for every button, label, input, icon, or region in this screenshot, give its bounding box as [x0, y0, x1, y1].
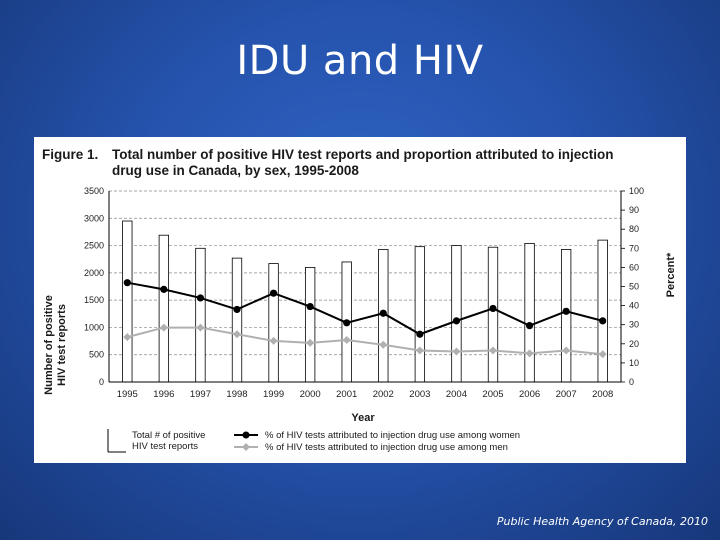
bar	[560, 248, 572, 383]
figure-title-line2: drug use in Canada, by sex, 1995-2008	[112, 163, 359, 178]
men-data-point	[306, 338, 315, 347]
x-axis-label: Year	[351, 412, 375, 424]
legend: Total # of positive HIV test reports % o…	[107, 429, 520, 453]
y-tick-label: 2500	[84, 241, 104, 251]
men-data-point	[415, 346, 424, 355]
men-data-point	[123, 333, 132, 342]
x-tick-label: 2001	[336, 389, 357, 400]
bar	[524, 242, 535, 383]
y-axis-label-line1: Number of positive	[43, 295, 55, 395]
legend-men-label: % of HIV tests attributed to injection d…	[265, 442, 508, 453]
y2-axis-label: Percent*	[665, 252, 677, 297]
source-credit: Public Health Agency of Canada, 2010	[496, 515, 708, 528]
women-data-point	[343, 319, 351, 327]
men-data-point	[269, 336, 278, 345]
bar	[597, 239, 608, 383]
bar	[158, 234, 170, 383]
grid	[109, 190, 621, 356]
y2-tick-label: 100	[629, 186, 644, 196]
figure-title-line1: Total number of positive HIV test report…	[112, 147, 614, 162]
women-series-line	[127, 281, 603, 336]
women-data-point	[452, 317, 461, 325]
y-tick-label: 1000	[84, 322, 104, 332]
bar	[451, 245, 462, 383]
men-data-point	[159, 323, 168, 332]
y-tick-label: 500	[89, 350, 104, 360]
y2-tick-label: 10	[629, 358, 639, 368]
bar	[122, 220, 133, 383]
y2-tick-label: 30	[629, 320, 639, 330]
legend-women-label: % of HIV tests attributed to injection d…	[265, 430, 520, 441]
y2-tick-label: 50	[629, 282, 639, 292]
bar	[304, 266, 316, 383]
tick-labels: 0 500 1000 1500 2000 2500 3000 3500 0 10 20 30 40 50 6…	[84, 186, 644, 400]
men-data-point	[233, 330, 241, 339]
women-data-point	[233, 305, 241, 314]
men-data-point	[196, 323, 205, 332]
legend-bars-label-line1: Total # of positive	[132, 430, 205, 441]
x-tick-label: 1995	[117, 389, 138, 400]
bar	[414, 246, 426, 383]
women-data-point	[160, 285, 168, 293]
men-data-point	[452, 347, 461, 356]
y-tick-label: 3000	[84, 213, 104, 223]
women-data-point	[269, 289, 278, 297]
x-tick-label: 1999	[263, 389, 284, 400]
women-data-point	[489, 304, 497, 313]
women-data-point	[196, 294, 205, 302]
legend-bar-key	[107, 429, 126, 453]
slide-title: IDU and HIV	[236, 38, 484, 84]
x-tick-label: 2007	[556, 389, 577, 400]
chart: Figure 1. Total number of positive HIV t…	[42, 147, 677, 453]
x-tick-label: 2006	[519, 389, 540, 400]
bars	[122, 220, 608, 383]
bar	[268, 263, 279, 383]
x-tick-label: 1998	[226, 389, 247, 400]
y2-tick-label: 70	[629, 243, 639, 253]
women-data-point	[123, 279, 131, 287]
x-tick-label: 2002	[373, 389, 394, 400]
legend-bars-label-line2: HIV test reports	[132, 441, 198, 452]
y2-tick-label: 20	[629, 339, 639, 349]
series-lines	[123, 279, 607, 359]
y-tick-label: 1500	[84, 295, 104, 305]
y-axis-label-line2: HIV test reports	[56, 304, 68, 386]
bar	[231, 257, 243, 383]
y2-tick-label: 90	[629, 205, 639, 215]
x-tick-label: 2008	[592, 389, 613, 400]
women-data-point	[599, 317, 607, 325]
men-data-point	[598, 350, 607, 359]
women-data-point	[379, 309, 387, 317]
y2-tick-label: 80	[629, 224, 639, 234]
legend-women-key	[234, 431, 258, 439]
men-data-point	[489, 346, 497, 355]
bar	[195, 247, 206, 383]
women-data-point	[562, 307, 570, 315]
y-tick-label: 3500	[84, 186, 104, 196]
men-data-point	[525, 349, 534, 358]
men-data-point	[342, 335, 351, 344]
x-tick-label: 2005	[482, 389, 503, 400]
bar	[487, 246, 499, 383]
men-data-point	[562, 346, 571, 355]
figure-panel: Figure 1. Total number of positive HIV t…	[34, 137, 686, 463]
axes	[108, 190, 625, 383]
x-tick-label: 2003	[409, 389, 430, 400]
y2-tick-label: 60	[629, 262, 639, 272]
men-series-line	[127, 326, 603, 356]
women-data-point	[416, 330, 424, 338]
women-data-point	[525, 322, 534, 330]
figure-number: Figure 1.	[42, 147, 98, 162]
y2-tick-label: 0	[629, 377, 634, 387]
x-tick-label: 2000	[300, 389, 321, 400]
x-tick-label: 2004	[446, 389, 467, 400]
legend-men-key	[234, 443, 258, 451]
y-tick-label: 2000	[84, 268, 104, 278]
x-tick-label: 1997	[190, 389, 211, 400]
men-data-point	[379, 340, 388, 349]
y2-tick-label: 40	[629, 301, 639, 311]
y-tick-label: 0	[99, 377, 104, 387]
x-tick-label: 1996	[153, 389, 174, 400]
women-data-point	[306, 302, 314, 311]
